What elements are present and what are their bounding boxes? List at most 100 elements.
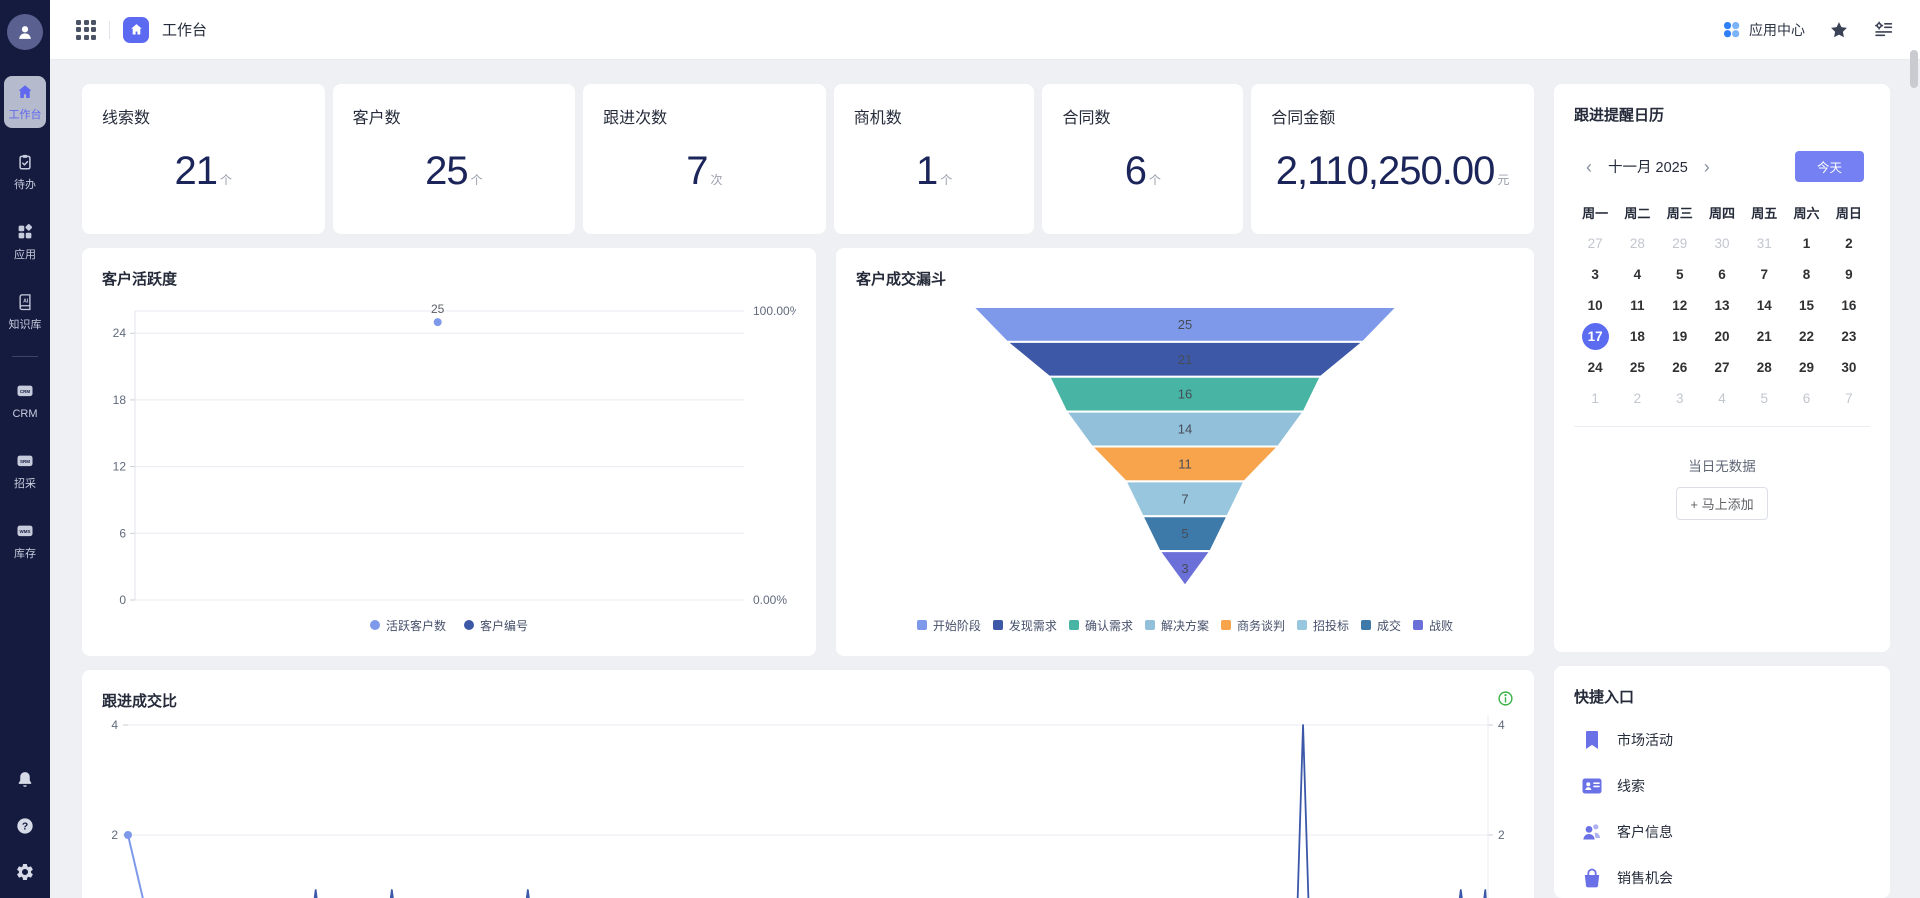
legend-item-开始阶段[interactable]: 开始阶段 [916,617,981,634]
calendar-day[interactable]: 25 [1629,360,1645,375]
calendar-day[interactable]: 22 [1799,329,1815,344]
calendar-day[interactable]: 15 [1799,298,1815,313]
stat-value: 2,110,250.00 [1275,148,1496,193]
calendar-day[interactable]: 18 [1629,329,1645,344]
content-right-column: 跟进提醒日历 ‹ 十一月 2025 › 今天 周一 周二 周三 周四 周五 周六 周日 27 2… [1554,84,1890,898]
legend-item-发现需求[interactable]: 发现需求 [992,617,1057,634]
sidebar-item-label: 知识库 [8,319,42,331]
calendar-day[interactable]: 29 [1799,360,1815,375]
bell-icon[interactable] [15,770,35,790]
calendar-day[interactable]: 19 [1672,329,1688,344]
legend-label: 商务谈判 [1236,618,1285,633]
svg-text:12: 12 [113,460,127,474]
quick-entry-市场活动[interactable]: 市场活动 [1574,717,1870,763]
calendar-day[interactable]: 13 [1714,298,1730,313]
app-center-button[interactable]: 应用中心 [1722,20,1805,40]
legend-item-解决方案[interactable]: 解决方案 [1144,617,1209,634]
sidebar-item-procurement[interactable]: SRM 招采 [4,445,46,497]
follow-deal-ratio-card: 跟进成交比 4 4 2 2 [82,670,1534,898]
bag-icon [1580,866,1604,890]
calendar-day[interactable]: 29 [1672,236,1688,251]
calendar-day[interactable]: 24 [1587,360,1603,375]
calendar-day[interactable]: 28 [1629,236,1645,251]
calendar-day[interactable]: 7 [1760,267,1769,282]
calendar-day[interactable]: 2 [1845,236,1853,251]
calendar-day[interactable]: 1 [1591,391,1599,406]
calendar-day[interactable]: 26 [1672,360,1688,375]
legend-swatch [1361,620,1371,630]
calendar-day[interactable]: 11 [1630,298,1645,313]
calendar-day[interactable]: 12 [1672,298,1688,313]
calendar-day[interactable]: 20 [1714,329,1730,344]
home-icon [16,83,34,106]
calendar-day[interactable]: 5 [1760,391,1769,406]
stat-title: 线索数 [102,110,151,127]
calendar-day[interactable]: 3 [1675,391,1684,406]
calendar-prev-icon[interactable]: ‹ [1586,156,1592,177]
calendar-day[interactable]: 9 [1845,267,1853,282]
avatar[interactable] [7,14,43,50]
calendar-day[interactable]: 2 [1633,391,1642,406]
sidebar-item-crm[interactable]: CRM CRM [4,375,46,427]
grid-menu-icon[interactable] [76,19,96,40]
legend-swatch [1144,620,1155,630]
sidebar-divider [12,356,38,357]
legend-item-成交[interactable]: 成交 [1361,617,1401,634]
calendar-day[interactable]: 21 [1756,329,1772,344]
calendar-day[interactable]: 28 [1756,360,1772,375]
calendar-day[interactable]: 6 [1718,267,1726,282]
calendar-next-icon[interactable]: › [1703,156,1710,177]
svg-text:AI: AI [23,298,29,304]
calendar-day[interactable]: 1 [1802,236,1811,251]
quick-entry-label: 销售机会 [1617,870,1673,886]
calendar-day[interactable]: 30 [1714,236,1730,251]
legend-item-客户编号[interactable]: 客户编号 [463,617,528,634]
calendar-day[interactable]: 3 [1591,267,1599,282]
workbench-home-icon[interactable] [123,16,149,43]
legend-item-商务谈判[interactable]: 商务谈判 [1220,617,1285,634]
ratio-plot: 4 4 2 2 [111,715,1505,898]
card-title: 跟进成交比 [102,693,178,710]
sidebar-item-apps[interactable]: 应用 [4,216,46,268]
sidebar-item-inventory[interactable]: WMS 库存 [4,515,46,567]
calendar-day[interactable]: 6 [1802,391,1811,406]
info-icon[interactable] [1497,690,1514,707]
sidebar-item-label: 工作台 [8,109,42,121]
quick-entry-客户信息[interactable]: 客户信息 [1574,809,1870,855]
calendar-day[interactable]: 4 [1718,391,1726,406]
sidebar-item-knowledge[interactable]: AI 知识库 [4,286,46,338]
calendar-add-button[interactable]: + 马上添加 [1676,487,1768,520]
calendar-day[interactable]: 5 [1675,267,1684,282]
gear-icon[interactable] [15,862,35,882]
calendar-day[interactable]: 4 [1633,267,1642,282]
calendar-day[interactable]: 23 [1841,329,1857,344]
calendar-day[interactable]: 10 [1587,298,1603,313]
calendar-day[interactable]: 27 [1714,360,1730,375]
question-icon[interactable]: ? [15,816,35,836]
calendar-day[interactable]: 30 [1841,360,1857,375]
calendar-day[interactable]: 8 [1802,267,1811,282]
calendar-day[interactable]: 27 [1587,236,1603,251]
quick-entry-线索[interactable]: 线索 [1574,763,1870,809]
calendar-weekday: 周二 [1624,206,1651,221]
calendar-day[interactable]: 14 [1756,298,1772,313]
calendar-day[interactable]: 16 [1841,298,1857,313]
clover-icon [1723,21,1740,38]
user-settings-icon[interactable] [1873,19,1894,40]
customer-activity-card: 客户活跃度 0 6 12 18 24 100.00% 0.00% 25 活跃客户数 客户编号 [82,248,816,656]
legend-item-活跃客户数[interactable]: 活跃客户数 [369,617,446,634]
calendar-weekday: 周日 [1835,206,1862,221]
calendar-day[interactable]: 31 [1756,236,1772,251]
calendar-day[interactable]: 17 [1574,323,1616,350]
legend-item-战败[interactable]: 战败 [1413,617,1453,634]
calendar-day[interactable]: 7 [1845,391,1853,406]
sidebar-item-todo[interactable]: 待办 [4,146,46,198]
sidebar-item-workbench[interactable]: 工作台 [4,76,46,128]
quick-entry-销售机会[interactable]: 销售机会 [1574,855,1870,898]
calendar-today-button[interactable]: 今天 [1794,151,1864,182]
favorite-star-icon[interactable] [1829,20,1849,40]
svg-text:5: 5 [1181,526,1188,541]
scrollbar-thumb[interactable] [1910,50,1918,88]
legend-item-招投标[interactable]: 招投标 [1296,617,1349,634]
legend-item-确认需求[interactable]: 确认需求 [1068,617,1133,634]
